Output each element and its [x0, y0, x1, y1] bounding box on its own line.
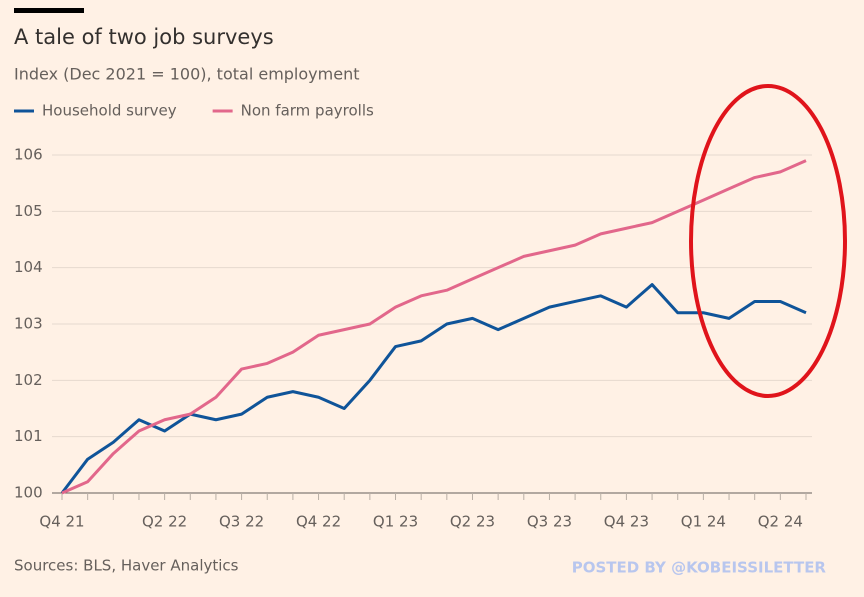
legend-label: Non farm payrolls	[241, 102, 374, 120]
y-tick-label: 104	[14, 258, 43, 276]
y-tick-label: 101	[14, 427, 43, 445]
chart-subtitle: Index (Dec 2021 = 100), total employment	[14, 65, 359, 84]
x-tick-label: Q4 22	[296, 513, 341, 531]
title-bar	[14, 8, 84, 13]
x-tick-label: Q3 22	[219, 513, 264, 531]
x-tick-label: Q3 23	[527, 513, 572, 531]
y-tick-label: 100	[14, 484, 43, 502]
chart-title: A tale of two job surveys	[14, 25, 274, 49]
x-tick-label: Q2 23	[450, 513, 495, 531]
y-tick-label: 106	[14, 146, 43, 164]
series-line	[60, 283, 807, 494]
y-tick-label: 103	[14, 315, 43, 333]
series-line	[61, 159, 807, 495]
x-tick-label: Q1 24	[681, 513, 726, 531]
annotation-ellipse	[689, 84, 847, 398]
watermark: POSTED BY @KOBEISSILETTER	[572, 559, 827, 577]
x-tick-label: Q2 22	[142, 513, 187, 531]
y-tick-label: 105	[14, 202, 43, 220]
y-tick-label: 102	[14, 371, 43, 389]
x-tick-label: Q4 23	[604, 513, 649, 531]
x-tick-label: Q2 24	[758, 513, 803, 531]
source: Sources: BLS, Haver Analytics	[14, 557, 239, 575]
legend-label: Household survey	[42, 102, 177, 120]
x-tick-label: Q4 21	[39, 513, 84, 531]
x-tick-label: Q1 23	[373, 513, 418, 531]
